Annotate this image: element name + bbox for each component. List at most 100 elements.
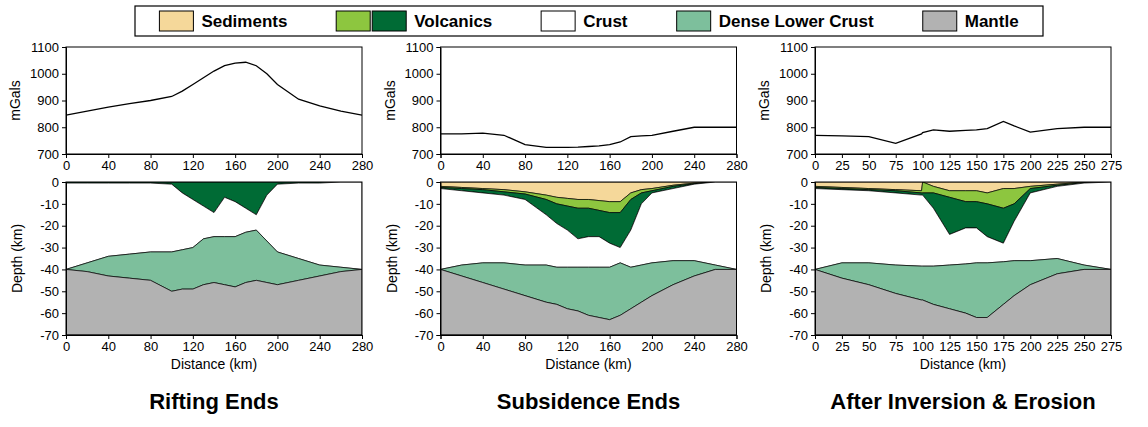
tick: -10: [40, 197, 66, 212]
tick: 1100: [406, 40, 441, 55]
tick-label: -20: [789, 218, 808, 233]
tick: -60: [40, 306, 66, 321]
tick: 125: [939, 154, 961, 173]
tick: 250: [1074, 335, 1096, 354]
tick-mark: [437, 74, 441, 75]
layer: [815, 182, 1111, 269]
tick-mark: [811, 74, 815, 75]
tick: 275: [1101, 335, 1123, 354]
tick: 175: [993, 335, 1015, 354]
tick-label: 150: [966, 158, 988, 173]
tick-label: 160: [599, 158, 621, 173]
plot-background: [441, 182, 737, 335]
tick-label: 1100: [406, 40, 434, 55]
tick-label: 240: [309, 158, 331, 173]
tick-mark: [811, 204, 815, 205]
tick-label: -70: [415, 328, 434, 343]
tick-mark: [62, 74, 66, 75]
plot-frame: [441, 47, 737, 154]
tick-label: 1000: [405, 66, 434, 81]
tick: -40: [415, 262, 441, 277]
tick-label: 1000: [779, 66, 808, 81]
tick: 150: [966, 335, 988, 354]
tick: 1100: [31, 40, 66, 55]
tick-label: 0: [437, 158, 444, 173]
tick-label: 900: [37, 93, 59, 108]
tick-label: 900: [786, 93, 808, 108]
tick-mark: [62, 226, 66, 227]
tick-mark: [811, 101, 815, 102]
legend-label: Volcanics: [414, 12, 492, 31]
tick-label: 25: [835, 158, 849, 173]
tick: 200: [267, 335, 289, 354]
tick-mark: [811, 313, 815, 314]
tick: 900: [37, 93, 66, 108]
y-axis-line: [437, 183, 442, 336]
tick-label: -20: [415, 218, 434, 233]
tick: 0: [812, 335, 819, 354]
legend-swatch: [336, 11, 370, 31]
tick: 160: [225, 335, 247, 354]
tick: 275: [1101, 154, 1123, 173]
legend-swatch: [923, 11, 957, 31]
legend-item: Dense Lower Crust: [677, 11, 874, 31]
tick-label: 275: [1101, 339, 1123, 354]
tick-label: 1100: [780, 40, 808, 55]
tick-label: 175: [993, 339, 1015, 354]
tick: 80: [144, 154, 158, 173]
tick-label: 240: [684, 158, 706, 173]
tick: 700: [412, 147, 441, 162]
tick-label: 120: [557, 339, 579, 354]
tick-label: 160: [225, 339, 247, 354]
tick: -50: [415, 284, 441, 299]
tick: 225: [1047, 154, 1069, 173]
tick: 125: [939, 335, 961, 354]
tick: 160: [599, 335, 621, 354]
tick-mark: [811, 47, 815, 48]
plot-frame: [441, 182, 737, 335]
tick-label: 200: [1020, 339, 1042, 354]
tick: 1000: [30, 66, 66, 81]
tick-label: 280: [352, 158, 374, 173]
tick-label: -40: [415, 262, 434, 277]
panel: 0255075100125150175200225250275700800900…: [756, 40, 1122, 414]
x-axis: 0255075100125150175200225250275: [812, 335, 1122, 354]
tick-label: -40: [40, 262, 59, 277]
legend-swatch: [541, 11, 575, 31]
tick: 240: [684, 154, 706, 173]
tick-label: 0: [801, 175, 808, 190]
tick-label: -70: [789, 328, 808, 343]
tick-label: 800: [786, 120, 808, 135]
tick: 1000: [405, 66, 441, 81]
figure: SedimentsVolcanicsCrustDense Lower Crust…: [0, 0, 1148, 427]
legend-label: Sediments: [201, 12, 287, 31]
gravity-line: [66, 62, 362, 115]
tick-label: 120: [183, 339, 205, 354]
tick-label: 250: [1074, 158, 1096, 173]
tick: -40: [40, 262, 66, 277]
tick-label: 125: [939, 339, 961, 354]
tick-label: 280: [352, 339, 374, 354]
tick: 120: [557, 335, 579, 354]
x-axis: 04080120160200240280: [63, 154, 373, 173]
tick: 0: [52, 175, 66, 190]
tick-label: 0: [52, 175, 59, 190]
section-marks: [441, 182, 737, 335]
tick-label: 80: [144, 158, 158, 173]
tick-mark: [62, 127, 66, 128]
tick-label: 40: [476, 339, 490, 354]
tick-label: 280: [726, 339, 748, 354]
tick: -20: [415, 218, 441, 233]
y-axis: -70-60-50-40-30-20-100: [789, 175, 815, 343]
tick-mark: [62, 204, 66, 205]
gravity-line: [441, 127, 737, 147]
tick: 150: [966, 154, 988, 173]
y-axis-title: Depth (km): [9, 224, 25, 293]
tick: -60: [789, 306, 815, 321]
tick-label: 200: [642, 158, 664, 173]
tick-label: -10: [415, 197, 434, 212]
tick-mark: [811, 269, 815, 270]
tick: 75: [889, 154, 903, 173]
tick-label: 700: [412, 147, 434, 162]
y-axis: 70080090010001100: [30, 40, 66, 162]
